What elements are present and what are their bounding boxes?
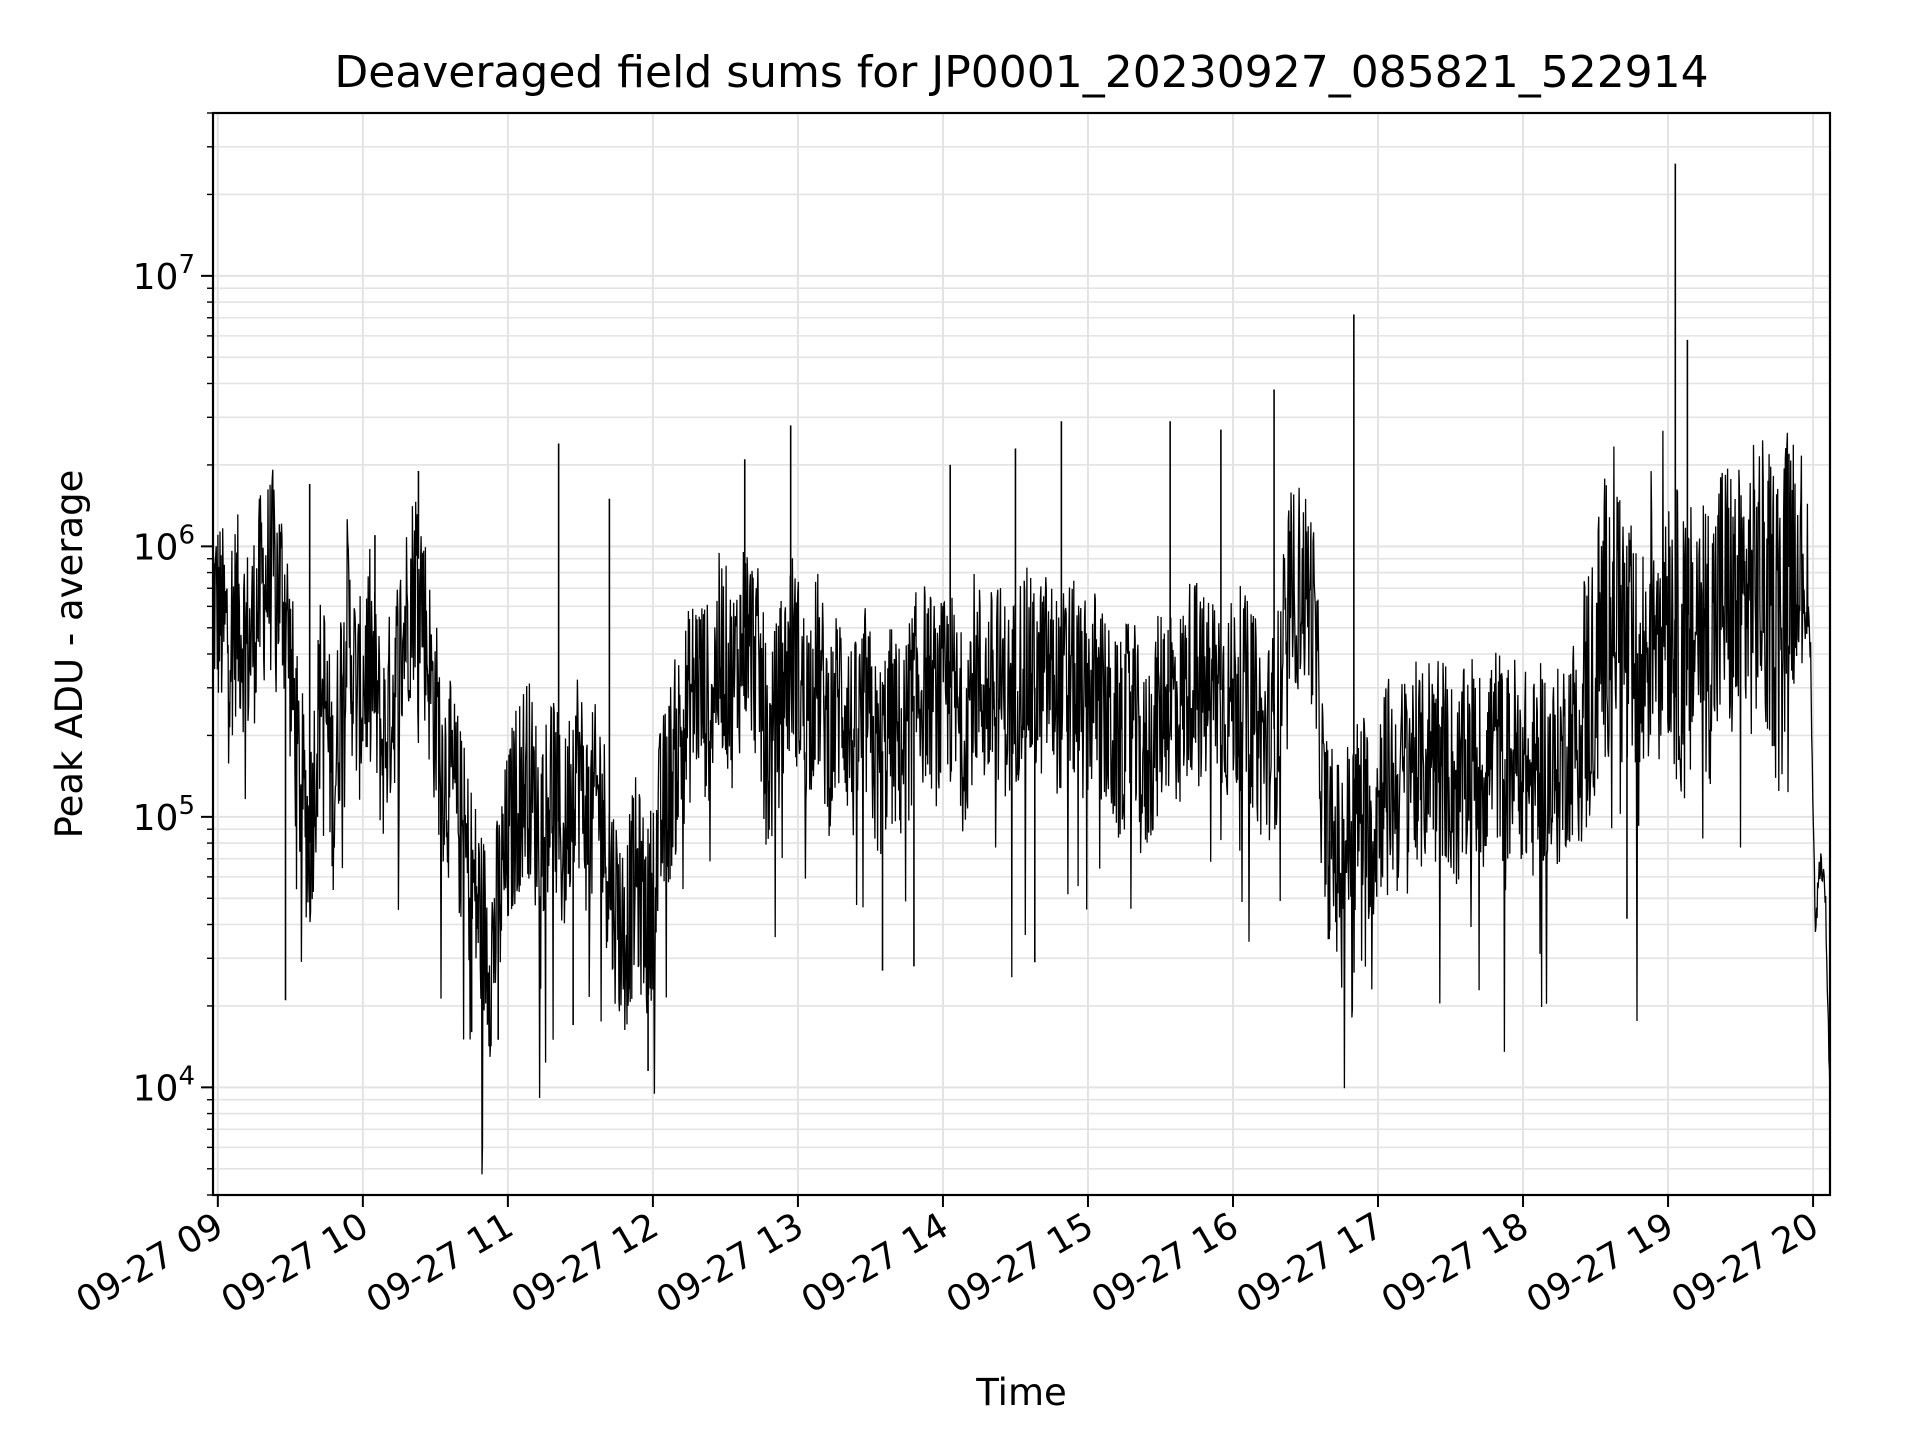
x-axis-label: Time: [975, 1371, 1067, 1414]
chart-title: Deaveraged field sums for JP0001_2023092…: [334, 47, 1708, 98]
series-line: [212, 430, 1831, 1175]
y-tick-base: 10: [133, 257, 179, 298]
y-axis-label: Peak ADU - average: [48, 470, 91, 839]
y-tick-base: 10: [133, 798, 179, 839]
y-tick-base: 10: [133, 1068, 179, 1109]
y-tick-label: 105: [133, 791, 195, 839]
y-tick-exponent: 7: [178, 250, 195, 280]
y-tick-label: 107: [133, 250, 195, 298]
y-tick-exponent: 4: [178, 1061, 195, 1091]
y-tick-base: 10: [133, 527, 179, 568]
y-tick-exponent: 6: [178, 520, 195, 550]
y-tick-exponent: 5: [178, 791, 195, 821]
y-tick-label: 104: [133, 1061, 195, 1109]
y-tick-label: 106: [133, 520, 195, 568]
series-layer: [212, 163, 1831, 1175]
